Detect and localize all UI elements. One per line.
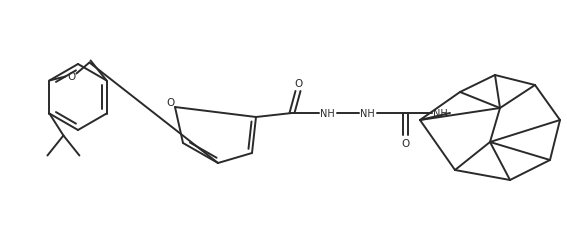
Text: O: O [294, 79, 302, 89]
Text: O: O [166, 98, 174, 108]
Text: O: O [67, 72, 75, 82]
Text: NH: NH [320, 108, 335, 119]
Text: O: O [401, 138, 409, 148]
Text: NH: NH [359, 108, 374, 119]
Text: NH: NH [433, 108, 447, 119]
